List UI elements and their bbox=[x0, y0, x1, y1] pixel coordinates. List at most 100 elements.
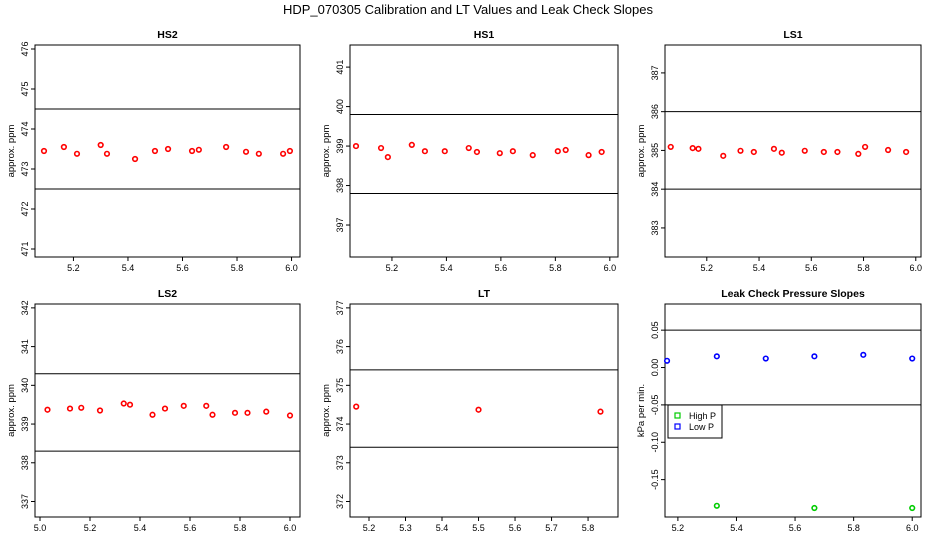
data-point-ls1 bbox=[750, 148, 757, 156]
data-point-hs1 bbox=[408, 141, 415, 148]
x-tick-label: 5.8 bbox=[857, 263, 870, 273]
y-tick-label: 471 bbox=[20, 241, 30, 256]
x-tick-label: 5.2 bbox=[363, 523, 376, 533]
y-tick-label: 475 bbox=[20, 81, 30, 96]
data-point-hs2 bbox=[195, 146, 202, 153]
data-point-hs2 bbox=[286, 147, 294, 155]
data-point-low-p bbox=[762, 355, 769, 362]
y-tick-label: 341 bbox=[20, 339, 30, 354]
panel-lt: LT 5.2 5.3 5.4 5.5 5.6 5.7 5.8 372 373 374 375 376 37… bbox=[321, 288, 619, 533]
data-point-ls2 bbox=[209, 411, 216, 418]
data-point-hs2 bbox=[188, 147, 196, 155]
x-tick-label: 5.6 bbox=[805, 263, 818, 273]
panel-title: HS1 bbox=[474, 29, 495, 41]
y-tick-label: 472 bbox=[20, 201, 30, 216]
y-tick-label: -0.10 bbox=[650, 432, 660, 453]
y-axis-label: approx. ppm bbox=[321, 384, 332, 437]
data-point-hs2 bbox=[223, 143, 230, 151]
x-tick-label: 5.2 bbox=[84, 523, 97, 533]
data-point-ls2 bbox=[120, 400, 127, 407]
x-tick-label: 5.4 bbox=[730, 523, 743, 533]
panel-leak-check-pressure-slopes: Leak Check Pressure Slopes 5.2 5.4 5.6 5.8 6.… bbox=[636, 288, 922, 533]
x-tick-label: 5.8 bbox=[231, 263, 244, 273]
data-point-low-p bbox=[663, 357, 671, 364]
y-tick-label: 337 bbox=[20, 494, 30, 509]
data-point-ls1 bbox=[737, 147, 744, 154]
y-tick-label: 383 bbox=[650, 220, 660, 235]
y-tick-label: 397 bbox=[335, 218, 345, 233]
y-tick-label: -0.15 bbox=[650, 469, 660, 490]
x-tick-label: 5.0 bbox=[34, 523, 47, 533]
x-tick-label: 6.0 bbox=[910, 263, 923, 273]
y-tick-label: -0.05 bbox=[650, 395, 660, 416]
y-tick-label: 474 bbox=[20, 121, 30, 136]
data-point-high-p bbox=[811, 504, 818, 512]
x-tick-label: 5.8 bbox=[582, 523, 595, 533]
y-tick-label: 374 bbox=[335, 417, 345, 432]
data-point-hs1 bbox=[352, 142, 360, 150]
panel-title: LS1 bbox=[783, 29, 802, 41]
data-point-ls2 bbox=[203, 402, 210, 409]
panel-title: LT bbox=[478, 288, 491, 300]
data-point-hs1 bbox=[554, 148, 561, 155]
data-point-hs1 bbox=[384, 154, 391, 161]
data-point-ls1 bbox=[884, 146, 892, 154]
y-tick-label: 342 bbox=[20, 300, 30, 315]
y-tick-label: 338 bbox=[20, 455, 30, 470]
y-tick-label: 372 bbox=[335, 494, 345, 509]
data-point-ls1 bbox=[667, 143, 674, 151]
data-point-ls1 bbox=[770, 145, 778, 152]
y-tick-label: 473 bbox=[20, 161, 30, 176]
data-point-lt bbox=[597, 408, 604, 415]
y-tick-label: 401 bbox=[335, 60, 345, 75]
data-point-hs2 bbox=[164, 145, 172, 153]
panel-title: Leak Check Pressure Slopes bbox=[721, 288, 865, 300]
data-point-ls2 bbox=[286, 412, 294, 419]
data-point-hs2 bbox=[73, 150, 81, 157]
data-point-hs2 bbox=[255, 150, 262, 157]
y-axis-label: approx. ppm bbox=[6, 125, 17, 178]
x-tick-label: 5.2 bbox=[67, 263, 80, 273]
x-tick-label: 5.2 bbox=[386, 263, 399, 273]
data-point-ls1 bbox=[801, 147, 808, 154]
x-tick-label: 5.6 bbox=[176, 263, 189, 273]
x-tick-label: 5.7 bbox=[545, 523, 558, 533]
plot-frame bbox=[349, 303, 619, 518]
data-point-ls2 bbox=[231, 409, 239, 416]
y-tick-label: 400 bbox=[335, 99, 345, 114]
x-tick-label: 5.6 bbox=[495, 263, 508, 273]
data-point-low-p bbox=[811, 353, 818, 360]
y-tick-label: 376 bbox=[335, 339, 345, 354]
x-tick-label: 5.2 bbox=[701, 263, 714, 273]
data-point-ls1 bbox=[720, 152, 727, 159]
panel-ls2: LS2 5.0 5.2 5.4 5.6 5.8 6.0 337 338 339 340 341 342 a… bbox=[6, 288, 301, 533]
data-point-ls2 bbox=[180, 402, 187, 409]
panel-hs2: HS2 5.2 5.4 5.6 5.8 6.0 471 472 473 474 475 476 appr… bbox=[6, 29, 301, 273]
y-tick-label: 399 bbox=[335, 139, 345, 154]
data-point-hs2 bbox=[103, 150, 111, 157]
y-axis-label: approx. ppm bbox=[321, 125, 332, 178]
y-tick-label: 375 bbox=[335, 378, 345, 393]
data-point-ls1 bbox=[903, 148, 910, 156]
data-point-ls1 bbox=[695, 145, 702, 152]
data-point-hs2 bbox=[279, 150, 287, 157]
data-point-ls1 bbox=[778, 149, 785, 156]
y-tick-label: 0.00 bbox=[650, 359, 660, 377]
x-tick-label: 5.2 bbox=[672, 523, 685, 533]
data-point-hs2 bbox=[97, 141, 104, 149]
legend-marker bbox=[674, 412, 681, 419]
x-tick-label: 5.8 bbox=[549, 263, 562, 273]
data-point-hs1 bbox=[465, 144, 472, 152]
data-point-ls1 bbox=[820, 148, 827, 156]
x-tick-label: 6.0 bbox=[285, 263, 298, 273]
plot-frame bbox=[349, 44, 619, 258]
plot-frame bbox=[34, 303, 301, 518]
y-axis-label: kPa per min. bbox=[636, 384, 647, 437]
data-point-hs1 bbox=[562, 146, 569, 154]
data-point-hs1 bbox=[529, 152, 536, 159]
y-tick-label: 384 bbox=[650, 182, 660, 197]
data-point-hs2 bbox=[242, 148, 250, 155]
x-tick-label: 5.4 bbox=[440, 263, 453, 273]
data-point-hs1 bbox=[585, 152, 592, 159]
